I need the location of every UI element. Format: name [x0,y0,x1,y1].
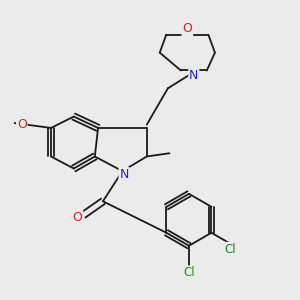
Text: Cl: Cl [224,243,236,256]
Text: N: N [119,168,129,181]
Text: O: O [182,22,192,35]
Text: Cl: Cl [183,266,195,279]
Text: N: N [189,69,199,82]
Text: O: O [73,211,82,224]
Text: O: O [17,118,27,131]
